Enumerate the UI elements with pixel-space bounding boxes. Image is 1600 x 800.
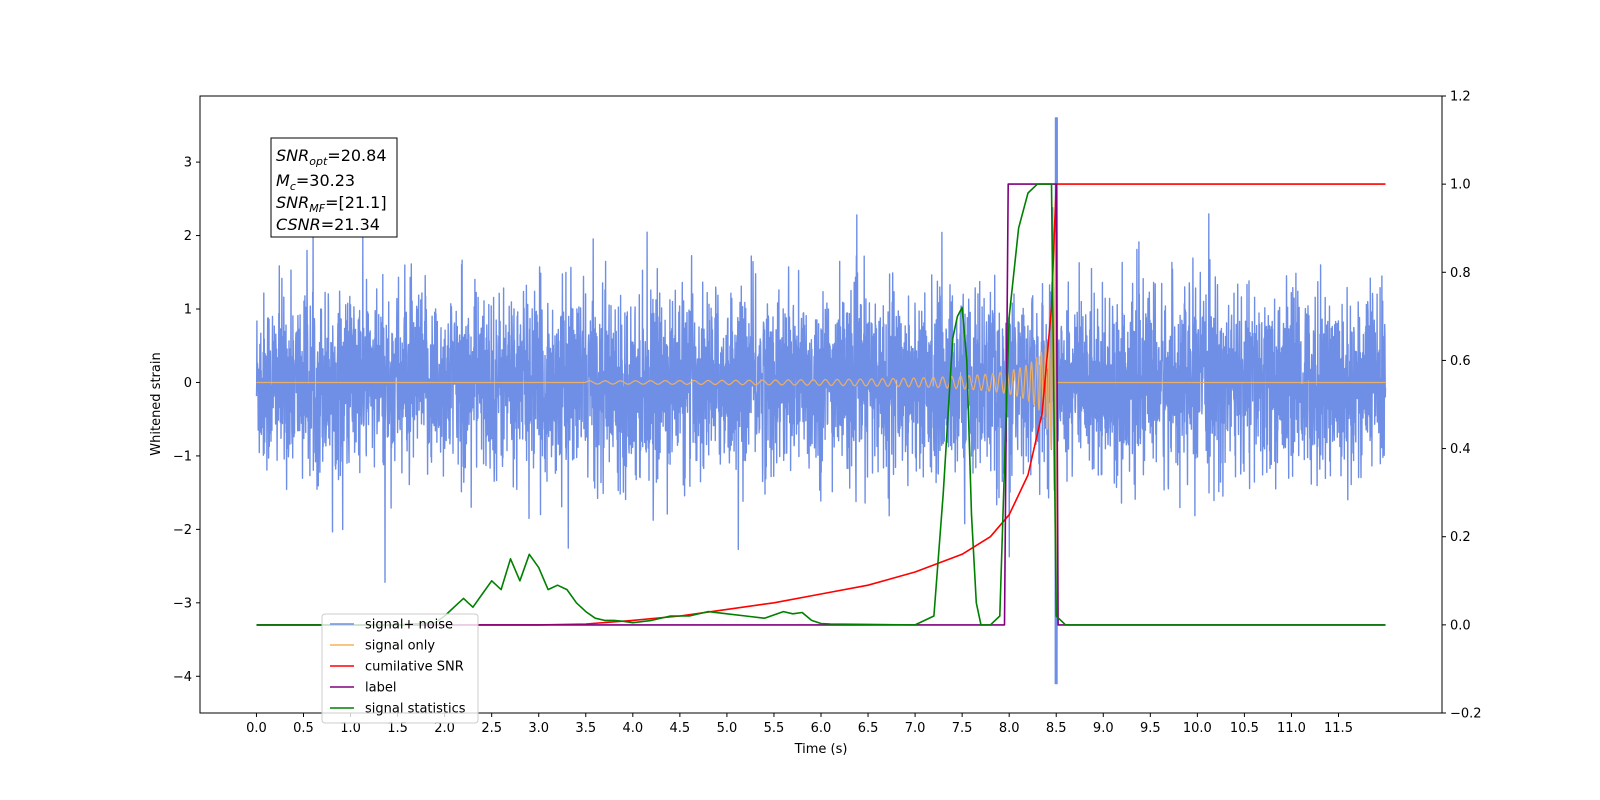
x-tick-label: 6.0 [811, 721, 832, 736]
x-tick-label: 4.0 [622, 721, 643, 736]
y2-tick-label: 0.2 [1450, 530, 1471, 545]
legend-label: cumilative SNR [365, 660, 464, 675]
snr-mf-symbol: SNR [276, 193, 309, 212]
csnr-symbol: CSNR [276, 215, 321, 234]
annotation-box: SNRopt=20.84 Mc=30.23 SNRMF=[21.1] CSNR=… [270, 137, 398, 238]
legend-label: signal only [365, 639, 435, 654]
y-tick-label: 1 [184, 303, 192, 318]
x-tick-label: 8.0 [999, 721, 1020, 736]
x-tick-label: 2.0 [434, 721, 455, 736]
x-axis: 0.0 0.5 1.0 1.5 2.0 2.5 3.0 3.5 4.0 4.5 5.0 5.5 6.0 6… [246, 713, 1353, 736]
x-tick-label: 1.0 [340, 721, 361, 736]
x-tick-label: 2.5 [481, 721, 502, 736]
svg-text:CSNR=21.34: CSNR=21.34 [276, 215, 380, 234]
x-tick-label: 1.5 [387, 721, 408, 736]
snr-opt-symbol: SNR [276, 146, 309, 165]
mc-value: =30.23 [296, 171, 355, 190]
series-signal-noise [255, 117, 1387, 685]
y2-tick-label: 1.2 [1450, 90, 1471, 105]
x-tick-label: 3.5 [575, 721, 596, 736]
series-layer [255, 117, 1387, 685]
csnr-value: =21.34 [321, 215, 380, 234]
y-axis-left: 3 2 1 0 −1 −2 −3 −4 [173, 156, 200, 685]
snr-opt-value: =20.84 [327, 146, 386, 165]
x-tick-label: 7.5 [952, 721, 973, 736]
x-tick-label: 11.5 [1324, 721, 1353, 736]
y-axis-right: 1.2 1.0 0.8 0.6 0.4 0.2 0.0 −0.2 [1442, 90, 1482, 722]
x-tick-label: 11.0 [1277, 721, 1306, 736]
series-signal-statistics [256, 183, 1386, 626]
mc-symbol: M [276, 171, 290, 190]
x-tick-label: 0.0 [246, 721, 267, 736]
snr-opt-subscript: opt [309, 155, 328, 168]
x-tick-label: 5.0 [717, 721, 738, 736]
mc-subscript: c [290, 180, 296, 193]
y-tick-label: 3 [184, 156, 192, 171]
x-tick-label: 10.0 [1183, 721, 1212, 736]
y-tick-label: 2 [184, 229, 192, 244]
y-tick-label: −3 [173, 596, 192, 611]
y2-tick-label: 0.8 [1450, 266, 1471, 281]
series-signal-only [256, 232, 1386, 600]
x-tick-label: 8.5 [1046, 721, 1067, 736]
x-tick-label: 4.5 [670, 721, 691, 736]
y-tick-label: −1 [173, 449, 192, 464]
y-tick-label: −4 [173, 670, 192, 685]
x-tick-label: 5.5 [764, 721, 785, 736]
legend-label: signal+ noise [365, 618, 453, 633]
plot-area [255, 117, 1387, 685]
y2-tick-label: −0.2 [1450, 707, 1482, 722]
x-tick-label: 9.5 [1140, 721, 1161, 736]
legend-label: label [365, 681, 396, 696]
y-axis-label: Whitened strain [149, 352, 164, 455]
svg-text:SNRopt=20.84: SNRopt=20.84 [276, 146, 387, 168]
y2-tick-label: 0.6 [1450, 354, 1471, 369]
snr-mf-value: =[21.1] [325, 193, 387, 212]
x-tick-label: 0.5 [293, 721, 314, 736]
y2-tick-label: 0.0 [1450, 618, 1471, 633]
legend: signal+ noise signal only cumilative SNR la… [321, 613, 479, 724]
x-tick-label: 9.0 [1093, 721, 1114, 736]
x-tick-label: 3.0 [528, 721, 549, 736]
x-tick-label: 6.5 [858, 721, 879, 736]
svg-text:SNRMF=[21.1]: SNRMF=[21.1] [276, 193, 387, 215]
y-tick-label: −2 [173, 523, 192, 538]
y2-tick-label: 0.4 [1450, 442, 1471, 457]
y2-tick-label: 1.0 [1450, 178, 1471, 193]
legend-label: signal statistics [365, 702, 466, 717]
svg-text:Mc=30.23: Mc=30.23 [276, 171, 355, 193]
x-axis-label: Time (s) [794, 742, 848, 757]
x-tick-label: 10.5 [1230, 721, 1259, 736]
y-tick-label: 0 [184, 376, 192, 391]
x-tick-label: 7.0 [905, 721, 926, 736]
snr-mf-subscript: MF [309, 202, 325, 215]
